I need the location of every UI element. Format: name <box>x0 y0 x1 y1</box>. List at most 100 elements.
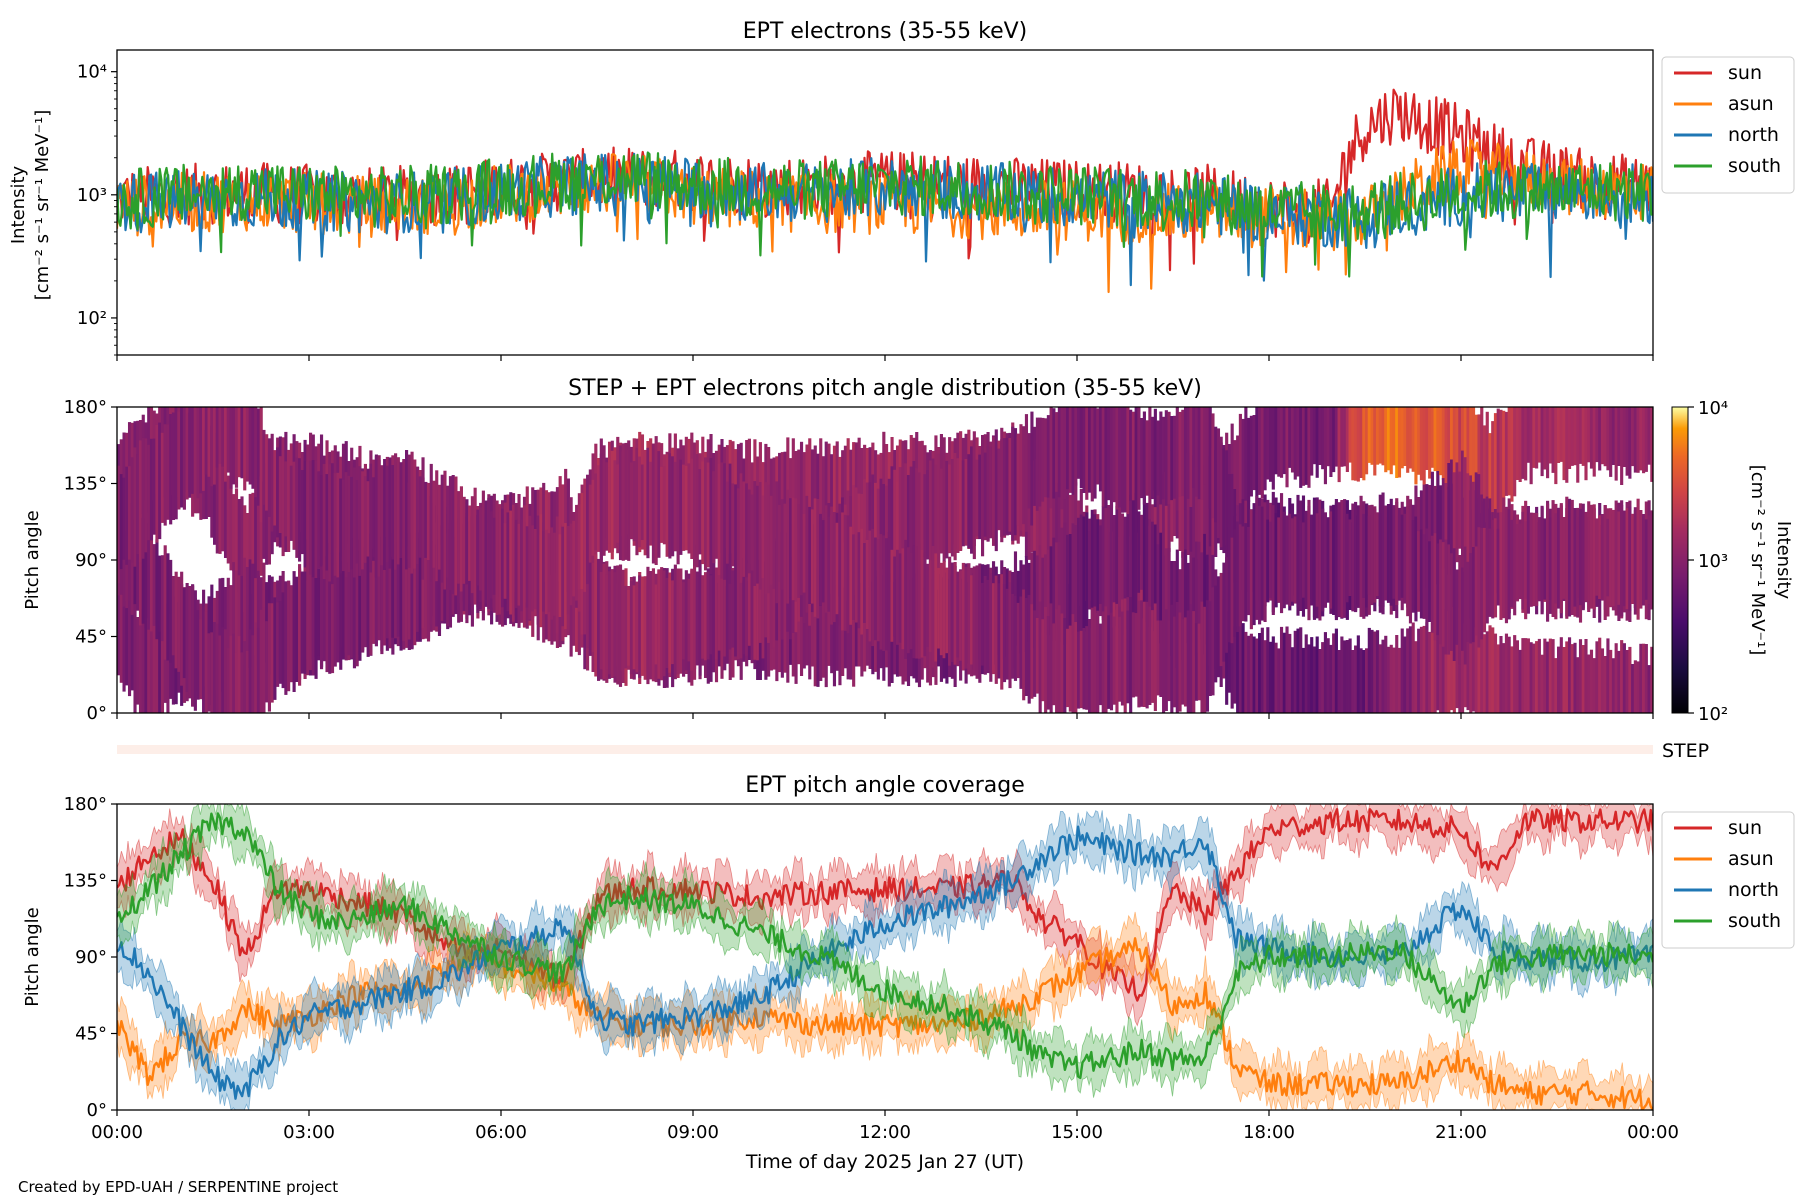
heatmap-cell <box>967 563 971 675</box>
heatmap-cell <box>558 476 562 582</box>
heatmap-cell <box>1238 524 1242 627</box>
heatmap-cell <box>435 544 439 627</box>
heatmap-cell <box>171 412 175 520</box>
heatmap-cell <box>1269 521 1273 599</box>
heatmap-cell <box>1269 641 1273 713</box>
heatmap-cell <box>778 452 782 545</box>
heatmap-cell <box>1151 521 1155 624</box>
heatmap-cell <box>256 478 261 585</box>
heatmap-cell <box>259 476 263 576</box>
heatmap-cell <box>717 574 721 651</box>
heatmap-cell <box>1159 620 1163 697</box>
heatmap-cell <box>1241 526 1245 622</box>
heatmap-cell <box>347 562 351 656</box>
heatmap-cell <box>920 458 924 574</box>
heatmap-cell <box>341 561 346 660</box>
heatmap-cell <box>1463 623 1467 708</box>
heatmap-cell <box>1120 513 1125 600</box>
heatmap-cell <box>1214 585 1218 683</box>
heatmap-cell <box>1205 600 1210 712</box>
heatmap-cell <box>1496 644 1500 713</box>
heatmap-cell <box>1496 408 1500 526</box>
heatmap-cell <box>309 568 313 671</box>
heatmap-cell <box>520 519 524 612</box>
heatmap-cell <box>377 455 381 577</box>
heatmap-cell <box>739 473 743 583</box>
heatmap-cell <box>415 466 420 565</box>
heatmap-cell <box>1581 503 1585 611</box>
heatmap-cell <box>1090 407 1094 502</box>
heatmap-cell <box>1035 555 1039 641</box>
heatmap-cell <box>1326 407 1330 467</box>
heatmap-cell <box>964 459 968 546</box>
heatmap-cell <box>1419 407 1423 481</box>
heatmap-cell <box>1118 407 1122 508</box>
heatmap-cell <box>1592 504 1596 610</box>
heatmap-cell <box>865 482 869 589</box>
heatmap-cell <box>802 583 806 669</box>
heatmap-cell <box>1052 623 1056 706</box>
heatmap-cell <box>1554 407 1558 485</box>
heatmap-cell <box>325 557 329 673</box>
heatmap-cell <box>627 590 631 666</box>
heatmap-cell <box>799 441 804 553</box>
heatmap-cell <box>731 483 735 567</box>
heatmap-cell <box>1167 458 1171 552</box>
heatmap-cell <box>1592 658 1596 713</box>
heatmap-cell <box>657 451 661 558</box>
heatmap-cell <box>1173 561 1177 660</box>
heatmap-cell <box>1513 635 1517 713</box>
heatmap-cell <box>810 449 815 543</box>
heatmap-cell <box>1584 407 1588 481</box>
heatmap-cell <box>959 570 963 661</box>
heatmap-cell <box>1293 630 1297 713</box>
heatmap-cell <box>248 407 252 485</box>
heatmap-cell <box>555 516 559 634</box>
heatmap-cell <box>289 585 293 683</box>
heatmap-cell <box>363 561 367 648</box>
heatmap-cell <box>1636 498 1640 620</box>
heatmap-cell <box>1515 524 1519 601</box>
heatmap-cell <box>863 543 867 623</box>
legend-label-sun: sun <box>1728 817 1762 839</box>
heatmap-cell <box>1499 512 1503 620</box>
heatmap-cell <box>610 569 614 678</box>
heatmap-cell <box>742 557 746 655</box>
legend-label-north: north <box>1728 124 1779 146</box>
heatmap-cell <box>1126 407 1130 515</box>
heatmap-cell <box>1290 407 1295 473</box>
heatmap-cell <box>808 438 812 555</box>
heatmap-cell <box>660 466 664 543</box>
heatmap-cell <box>119 586 123 683</box>
heatmap-cell <box>758 557 762 643</box>
heatmap-cell <box>797 504 801 598</box>
heatmap-cell <box>1378 494 1382 613</box>
heatmap-cell <box>171 576 175 656</box>
heatmap-cell <box>1518 523 1522 600</box>
heatmap-cell <box>459 486 463 592</box>
heatmap-cell <box>270 433 274 532</box>
heatmap-cell <box>695 454 699 568</box>
heatmap-cell <box>1120 407 1125 513</box>
heatmap-cell <box>407 454 411 568</box>
heatmap-cell <box>138 510 143 626</box>
heatmap-cell <box>1337 407 1341 483</box>
heatmap-cell <box>1222 562 1226 662</box>
heatmap-cell <box>1312 646 1317 713</box>
heatmap-cell <box>1477 414 1481 499</box>
heatmap-cell <box>117 465 121 584</box>
heatmap-cell <box>1551 407 1555 473</box>
heatmap-cell <box>1351 650 1355 713</box>
heatmap-cell <box>1362 407 1366 481</box>
heatmap-cell <box>849 526 853 625</box>
heatmap-cell <box>295 457 299 558</box>
heatmap-cell <box>204 407 208 475</box>
heatmap-cell <box>1639 510 1643 609</box>
heatmap-cell <box>734 484 738 568</box>
heatmap-cell <box>1087 407 1092 493</box>
heatmap-cell <box>1381 492 1385 615</box>
heatmap-cell <box>673 564 677 680</box>
heatmap-cell <box>1060 613 1064 713</box>
heatmap-cell <box>158 621 162 713</box>
heatmap-cell <box>660 567 664 681</box>
